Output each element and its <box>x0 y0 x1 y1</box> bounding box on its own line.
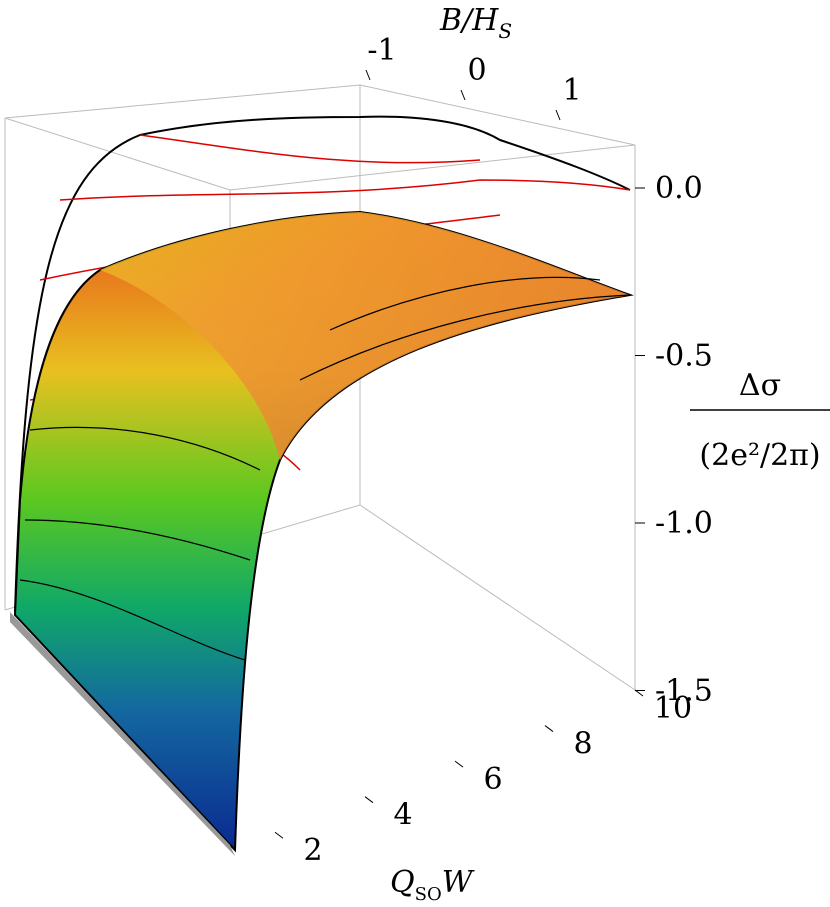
x-tick <box>364 796 374 804</box>
y-tick <box>555 109 561 121</box>
x-axis-label: QSOW <box>390 865 475 905</box>
x-tick <box>544 725 554 732</box>
x-tick-label: 4 <box>393 798 412 833</box>
x-tick <box>274 831 284 839</box>
x-tick-label: 6 <box>483 762 502 797</box>
y-tick-label: 0 <box>467 53 486 88</box>
y-label-sub: S <box>498 19 512 43</box>
x-tick-label: 10 <box>654 691 692 726</box>
x-tick-label: 8 <box>573 727 592 762</box>
x-tick <box>454 760 464 768</box>
x-label-sub: SO <box>415 884 442 905</box>
z-tick-label: -1.5 <box>655 674 713 709</box>
z-label-denominator: (2e²/2π) <box>699 438 820 473</box>
z-label-numerator: Δσ <box>739 368 781 403</box>
y-tick <box>365 69 371 81</box>
x-tick-label: 2 <box>303 833 322 868</box>
x-label-tail: W <box>442 865 475 900</box>
y-tick-label: -1 <box>367 33 396 68</box>
z-tick-label: -1.0 <box>655 506 713 541</box>
x-label-main: Q <box>390 865 415 900</box>
y-axis-label: B/HS <box>439 3 512 43</box>
y-tick <box>460 89 466 101</box>
lower-surface <box>10 210 634 856</box>
y-tick-label: 1 <box>562 73 581 108</box>
y-label-main: B/H <box>439 3 499 38</box>
z-tick-label: -0.5 <box>655 339 713 374</box>
z-tick-label: 0.0 <box>655 171 703 206</box>
